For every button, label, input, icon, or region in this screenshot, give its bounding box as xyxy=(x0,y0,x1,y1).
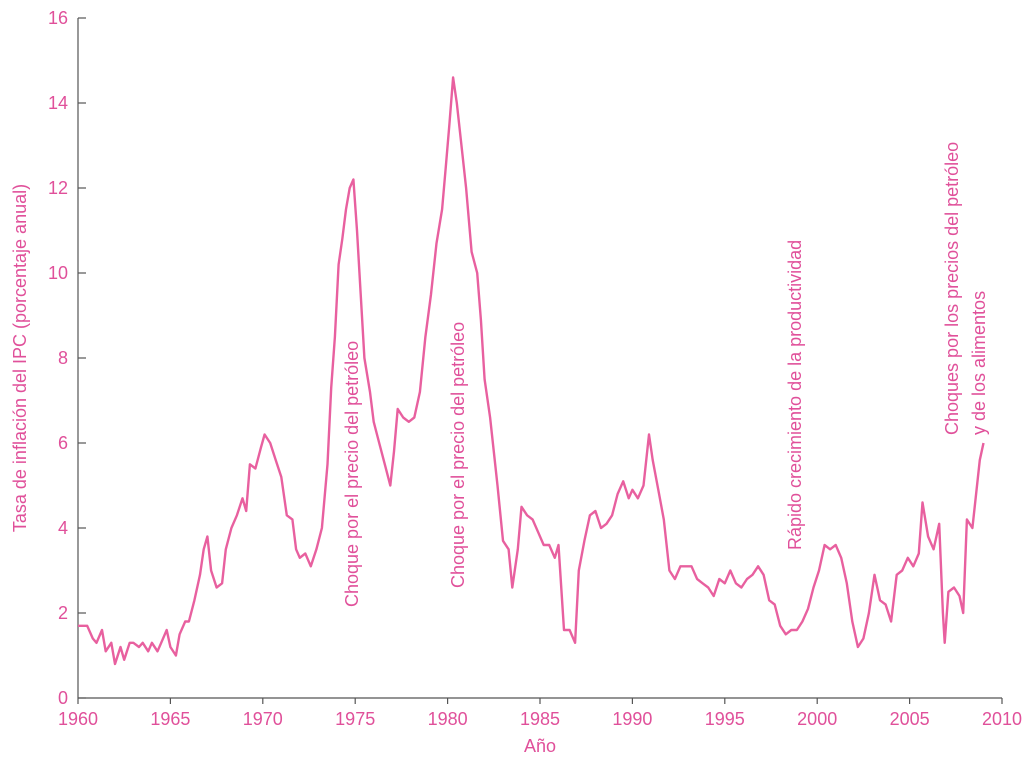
x-tick-label: 1985 xyxy=(520,709,560,729)
y-tick-label: 16 xyxy=(48,8,68,28)
y-tick-label: 0 xyxy=(58,688,68,708)
y-tick-label: 4 xyxy=(58,518,68,538)
x-tick-label: 1995 xyxy=(705,709,745,729)
x-tick-label: 1970 xyxy=(243,709,283,729)
x-tick-label: 2000 xyxy=(797,709,837,729)
x-tick-label: 1990 xyxy=(612,709,652,729)
annotation: Choque por el precio del petróleo xyxy=(342,341,362,607)
series-line xyxy=(78,76,985,666)
y-tick-label: 8 xyxy=(58,348,68,368)
x-tick-label: 1980 xyxy=(428,709,468,729)
y-tick-label: 6 xyxy=(58,433,68,453)
x-tick-label: 1960 xyxy=(58,709,98,729)
annotation: Choque por el precio del petróleo xyxy=(448,322,468,588)
x-tick-label: 1965 xyxy=(150,709,190,729)
annotation: Rápido crecimiento de la productividad xyxy=(785,240,805,550)
x-tick-label: 2010 xyxy=(982,709,1022,729)
y-tick-label: 10 xyxy=(48,263,68,283)
x-axis-label: Año xyxy=(524,736,556,756)
y-tick-label: 2 xyxy=(58,603,68,623)
y-tick-label: 12 xyxy=(48,178,68,198)
x-tick-label: 2005 xyxy=(890,709,930,729)
annotation: Choques por los precios del petróleo xyxy=(942,142,962,435)
y-axis-label: Tasa de inflación del IPC (porcentaje an… xyxy=(10,184,30,532)
y-tick-label: 14 xyxy=(48,93,68,113)
annotation: y de los alimentos xyxy=(969,291,989,435)
x-tick-label: 1975 xyxy=(335,709,375,729)
